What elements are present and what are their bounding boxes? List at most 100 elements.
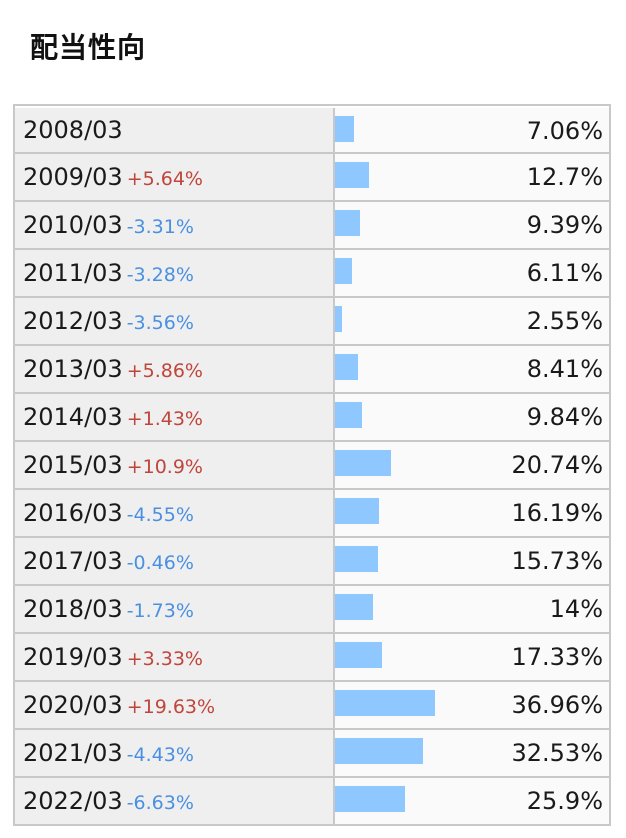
period-label: 2015/03 bbox=[23, 451, 123, 479]
period-label: 2022/03 bbox=[23, 787, 123, 815]
table-row: 2015/03 +10.9% 20.74% bbox=[15, 442, 609, 490]
payout-value: 36.96% bbox=[511, 691, 603, 719]
payout-bar bbox=[335, 116, 355, 142]
period-cell: 2008/03 bbox=[15, 108, 335, 152]
payout-bar bbox=[335, 642, 382, 668]
change-label: -1.73% bbox=[126, 599, 194, 622]
period-cell: 2019/03 +3.33% bbox=[15, 634, 335, 680]
payout-value: 15.73% bbox=[511, 547, 603, 575]
period-label: 2018/03 bbox=[23, 595, 123, 623]
table-row: 2008/03 7.06% bbox=[15, 106, 609, 154]
period-label: 2010/03 bbox=[23, 211, 123, 239]
table-row: 2012/03 -3.56% 2.55% bbox=[15, 298, 609, 346]
payout-bar bbox=[335, 162, 370, 188]
table-row: 2019/03 +3.33% 17.33% bbox=[15, 634, 609, 682]
table-row: 2016/03 -4.55% 16.19% bbox=[15, 490, 609, 538]
value-cell: 14% bbox=[335, 586, 609, 632]
table-row: 2011/03 -3.28% 6.11% bbox=[15, 250, 609, 298]
value-cell: 8.41% bbox=[335, 346, 609, 392]
period-label: 2014/03 bbox=[23, 403, 123, 431]
change-label: +3.33% bbox=[126, 647, 203, 670]
value-cell: 17.33% bbox=[335, 634, 609, 680]
period-cell: 2010/03 -3.31% bbox=[15, 202, 335, 248]
period-cell: 2012/03 -3.56% bbox=[15, 298, 335, 344]
payout-value: 20.74% bbox=[511, 451, 603, 479]
payout-value: 2.55% bbox=[526, 307, 603, 335]
period-label: 2008/03 bbox=[23, 116, 123, 144]
table-row: 2014/03 +1.43% 9.84% bbox=[15, 394, 609, 442]
period-cell: 2020/03 +19.63% bbox=[15, 682, 335, 728]
payout-value: 7.06% bbox=[526, 117, 603, 145]
payout-bar bbox=[335, 546, 378, 572]
value-cell: 6.11% bbox=[335, 250, 609, 296]
table-row: 2021/03 -4.43% 32.53% bbox=[15, 730, 609, 778]
value-cell: 9.84% bbox=[335, 394, 609, 440]
table-row: 2020/03 +19.63% 36.96% bbox=[15, 682, 609, 730]
payout-ratio-table: 2008/03 7.06% 2009/03 +5.64% 12.7% 2010/03 -3.… bbox=[13, 104, 611, 826]
change-label: +19.63% bbox=[126, 695, 216, 718]
table-row: 2018/03 -1.73% 14% bbox=[15, 586, 609, 634]
period-label: 2012/03 bbox=[23, 307, 123, 335]
period-cell: 2009/03 +5.64% bbox=[15, 154, 335, 200]
change-label: -6.63% bbox=[126, 791, 194, 814]
payout-bar bbox=[335, 210, 361, 236]
change-label: -3.31% bbox=[126, 215, 194, 238]
change-label: +5.64% bbox=[126, 167, 203, 190]
table-row: 2022/03 -6.63% 25.9% bbox=[15, 778, 609, 826]
change-label: -3.28% bbox=[126, 263, 194, 286]
payout-value: 9.84% bbox=[526, 403, 603, 431]
value-cell: 12.7% bbox=[335, 154, 609, 200]
period-cell: 2021/03 -4.43% bbox=[15, 730, 335, 776]
table-row: 2013/03 +5.86% 8.41% bbox=[15, 346, 609, 394]
period-label: 2021/03 bbox=[23, 739, 123, 767]
period-cell: 2017/03 -0.46% bbox=[15, 538, 335, 584]
value-cell: 32.53% bbox=[335, 730, 609, 776]
payout-value: 6.11% bbox=[526, 259, 603, 287]
change-label: -0.46% bbox=[126, 551, 194, 574]
payout-value: 17.33% bbox=[511, 643, 603, 671]
payout-bar bbox=[335, 354, 358, 380]
table-row: 2010/03 -3.31% 9.39% bbox=[15, 202, 609, 250]
payout-value: 9.39% bbox=[526, 211, 603, 239]
change-label: -4.43% bbox=[126, 743, 194, 766]
payout-bar bbox=[335, 306, 342, 332]
payout-bar bbox=[335, 258, 352, 284]
payout-value: 8.41% bbox=[526, 355, 603, 383]
value-cell: 16.19% bbox=[335, 490, 609, 536]
value-cell: 7.06% bbox=[335, 108, 609, 152]
value-cell: 2.55% bbox=[335, 298, 609, 344]
payout-bar bbox=[335, 786, 406, 812]
period-label: 2013/03 bbox=[23, 355, 123, 383]
payout-bar bbox=[335, 402, 362, 428]
period-label: 2011/03 bbox=[23, 259, 123, 287]
value-cell: 15.73% bbox=[335, 538, 609, 584]
period-cell: 2016/03 -4.55% bbox=[15, 490, 335, 536]
period-label: 2020/03 bbox=[23, 691, 123, 719]
period-cell: 2011/03 -3.28% bbox=[15, 250, 335, 296]
period-label: 2019/03 bbox=[23, 643, 123, 671]
payout-bar bbox=[335, 594, 373, 620]
period-cell: 2022/03 -6.63% bbox=[15, 778, 335, 824]
period-label: 2009/03 bbox=[23, 163, 123, 191]
payout-bar bbox=[335, 450, 392, 476]
value-cell: 20.74% bbox=[335, 442, 609, 488]
change-label: +10.9% bbox=[126, 455, 203, 478]
period-cell: 2015/03 +10.9% bbox=[15, 442, 335, 488]
change-label: +5.86% bbox=[126, 359, 203, 382]
value-cell: 25.9% bbox=[335, 778, 609, 824]
value-cell: 9.39% bbox=[335, 202, 609, 248]
table-row: 2009/03 +5.64% 12.7% bbox=[15, 154, 609, 202]
payout-value: 32.53% bbox=[511, 739, 603, 767]
table-row: 2017/03 -0.46% 15.73% bbox=[15, 538, 609, 586]
payout-value: 12.7% bbox=[526, 163, 603, 191]
payout-value: 14% bbox=[549, 595, 603, 623]
period-label: 2017/03 bbox=[23, 547, 123, 575]
payout-value: 16.19% bbox=[511, 499, 603, 527]
page-title: 配当性向 bbox=[30, 31, 147, 64]
payout-bar bbox=[335, 690, 435, 716]
payout-bar bbox=[335, 738, 423, 764]
change-label: -3.56% bbox=[126, 311, 194, 334]
payout-bar bbox=[335, 498, 379, 524]
period-cell: 2013/03 +5.86% bbox=[15, 346, 335, 392]
change-label: +1.43% bbox=[126, 407, 203, 430]
